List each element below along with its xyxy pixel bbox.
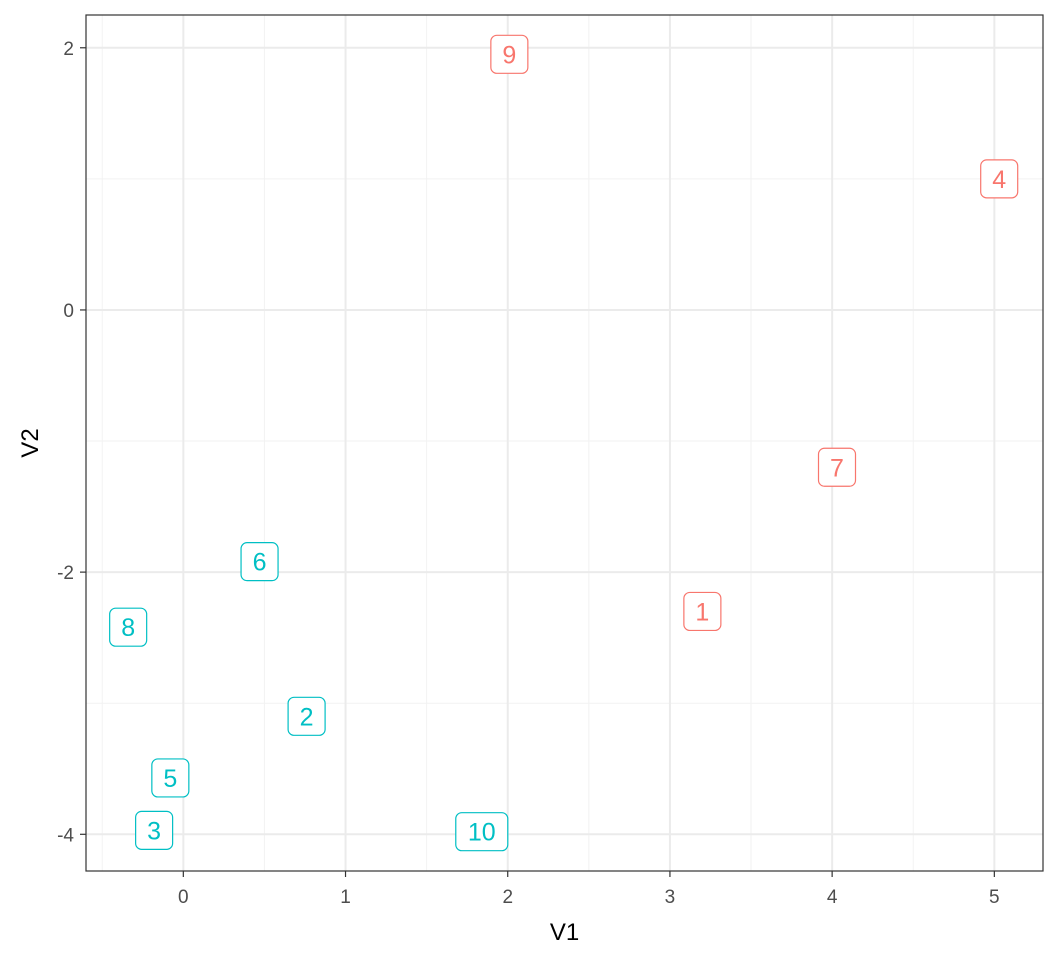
y-tick-label: -4 bbox=[57, 825, 74, 846]
point-label-text: 6 bbox=[253, 549, 267, 577]
point-label-box bbox=[287, 696, 326, 736]
x-tick-label: 2 bbox=[502, 887, 513, 908]
point-label-box bbox=[109, 607, 148, 647]
x-tick-label: 5 bbox=[989, 887, 1000, 908]
minor-gridlines bbox=[86, 15, 1043, 871]
point-label-text: 9 bbox=[502, 41, 516, 69]
y-tick-label: -2 bbox=[57, 563, 74, 584]
point-1: 1 bbox=[683, 591, 722, 632]
point-label-text: 1 bbox=[695, 598, 709, 626]
point-label-box bbox=[980, 159, 1019, 199]
point-7: 7 bbox=[817, 447, 857, 487]
x-tick-label: 0 bbox=[178, 887, 189, 908]
point-9: 9 bbox=[490, 34, 529, 74]
x-tick-label: 4 bbox=[827, 887, 838, 908]
point-5: 5 bbox=[151, 758, 190, 798]
x-axis: 0 1 2 3 4 5 bbox=[178, 871, 1000, 908]
y-tick-label: 0 bbox=[63, 301, 74, 322]
point-label-box bbox=[455, 812, 509, 852]
point-label-text: 7 bbox=[830, 454, 844, 482]
point-10: 10 bbox=[455, 812, 509, 852]
point-8: 8 bbox=[109, 607, 148, 647]
point-label-text: 2 bbox=[300, 703, 314, 731]
x-tick-label: 1 bbox=[340, 887, 351, 908]
point-label-text: 5 bbox=[163, 765, 177, 793]
point-label-box bbox=[151, 758, 190, 798]
point-label-box bbox=[240, 542, 279, 582]
point-label-box bbox=[490, 34, 529, 74]
panel-border bbox=[85, 14, 1044, 872]
point-4: 4 bbox=[980, 159, 1019, 199]
point-6: 6 bbox=[240, 542, 279, 582]
point-label-text: 4 bbox=[992, 166, 1006, 194]
point-label-box bbox=[817, 447, 857, 487]
point-label-text: 10 bbox=[468, 819, 496, 847]
major-gridlines bbox=[86, 15, 1043, 871]
x-tick-label: 3 bbox=[665, 887, 676, 908]
point-label-box bbox=[135, 810, 174, 850]
y-tick-label: 2 bbox=[63, 39, 74, 60]
y-axis-title: V2 bbox=[17, 428, 44, 457]
point-3: 3 bbox=[135, 810, 174, 850]
x-axis-title: V1 bbox=[550, 919, 579, 946]
y-axis: -4 -2 0 2 bbox=[57, 39, 86, 846]
point-label-text: 8 bbox=[121, 614, 135, 642]
point-labels: 1 2 3 4 5 6 7 8 9 10 bbox=[109, 34, 1019, 852]
point-label-text: 3 bbox=[147, 817, 161, 845]
point-2: 2 bbox=[287, 696, 326, 736]
point-label-box bbox=[683, 591, 722, 632]
